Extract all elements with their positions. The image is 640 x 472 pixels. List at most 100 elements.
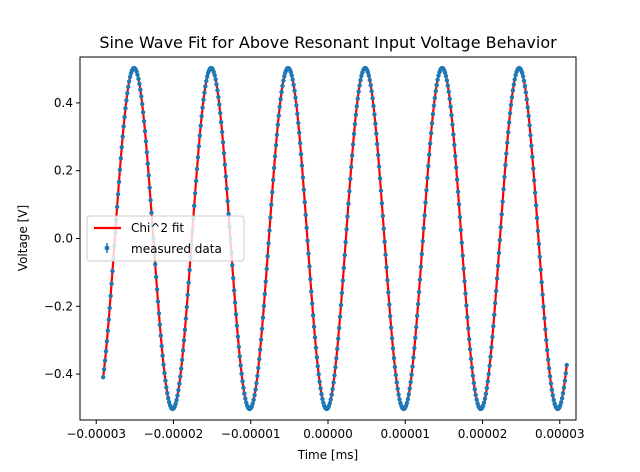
x-tick-label: −0.00003 bbox=[66, 427, 126, 441]
data-point bbox=[498, 224, 503, 230]
data-point bbox=[500, 199, 505, 204]
data-point bbox=[165, 390, 170, 396]
data-point bbox=[135, 72, 140, 77]
data-point bbox=[427, 152, 432, 157]
data-point bbox=[217, 102, 222, 107]
x-axis: −0.00003 −0.00002 −0.00001 0.00000 0.00001 0.… bbox=[66, 420, 585, 441]
data-point bbox=[174, 397, 179, 403]
data-point bbox=[350, 142, 356, 147]
data-point bbox=[561, 385, 567, 390]
data-point bbox=[259, 326, 265, 332]
data-point bbox=[220, 140, 226, 145]
data-point bbox=[224, 186, 229, 191]
data-point bbox=[218, 110, 223, 116]
data-point bbox=[264, 266, 269, 272]
data-point bbox=[178, 374, 183, 379]
data-point bbox=[523, 90, 529, 95]
data-point bbox=[125, 91, 130, 96]
data-point bbox=[153, 274, 159, 280]
data-point bbox=[265, 253, 270, 259]
data-point bbox=[252, 392, 257, 398]
data-point bbox=[492, 312, 497, 317]
data-point bbox=[275, 122, 281, 128]
data-point bbox=[533, 203, 539, 208]
data-point bbox=[490, 334, 495, 340]
x-tick-label: 0.00002 bbox=[458, 427, 508, 441]
y-tick-label: −0.4 bbox=[44, 367, 73, 381]
data-point bbox=[414, 313, 420, 318]
data-point bbox=[535, 228, 541, 234]
data-point bbox=[416, 289, 422, 295]
data-point bbox=[290, 77, 295, 82]
data-point bbox=[456, 202, 462, 207]
data-point bbox=[304, 225, 309, 230]
data-point bbox=[102, 358, 108, 363]
data-point bbox=[268, 215, 273, 220]
data-point bbox=[536, 241, 542, 247]
data-point bbox=[462, 278, 467, 284]
data-point bbox=[136, 76, 141, 82]
data-point bbox=[282, 73, 287, 79]
data-point bbox=[181, 338, 187, 343]
data-point bbox=[509, 95, 515, 100]
data-point bbox=[532, 178, 537, 183]
data-point bbox=[550, 393, 555, 398]
data-point bbox=[122, 114, 127, 120]
data-point bbox=[407, 386, 412, 391]
data-point bbox=[386, 290, 391, 295]
data-point bbox=[293, 95, 298, 100]
data-point bbox=[179, 366, 184, 371]
data-point bbox=[313, 345, 319, 350]
data-point bbox=[425, 175, 430, 181]
data-point bbox=[280, 83, 285, 89]
data-point bbox=[346, 201, 351, 206]
data-point bbox=[545, 357, 551, 362]
data-point bbox=[452, 142, 457, 148]
data-point bbox=[260, 315, 266, 320]
data-point bbox=[381, 226, 386, 232]
data-point bbox=[494, 276, 500, 281]
y-tick-label: −0.2 bbox=[44, 299, 73, 313]
data-point bbox=[298, 151, 304, 157]
data-point bbox=[138, 87, 143, 92]
data-point bbox=[270, 190, 275, 195]
data-point bbox=[241, 385, 246, 391]
data-point bbox=[336, 336, 341, 341]
data-point bbox=[115, 192, 121, 197]
data-point bbox=[491, 323, 496, 329]
data-point bbox=[529, 143, 534, 149]
data-point bbox=[470, 373, 476, 378]
data-point bbox=[549, 387, 555, 393]
data-point bbox=[242, 391, 247, 396]
data-point bbox=[294, 103, 299, 108]
data-point bbox=[379, 201, 385, 206]
data-point bbox=[329, 392, 334, 397]
data-point bbox=[295, 111, 300, 116]
data-point bbox=[186, 280, 191, 285]
data-point bbox=[353, 112, 359, 118]
data-point bbox=[428, 130, 434, 136]
data-point bbox=[127, 74, 133, 80]
data-point bbox=[377, 176, 383, 181]
y-tick-label: 0.4 bbox=[54, 96, 73, 110]
data-point bbox=[334, 356, 339, 361]
data-point bbox=[236, 344, 242, 350]
data-point bbox=[496, 250, 502, 256]
data-point bbox=[388, 325, 394, 330]
data-point bbox=[240, 378, 245, 384]
data-point bbox=[506, 130, 511, 135]
data-point bbox=[454, 177, 460, 182]
data-point bbox=[394, 380, 399, 385]
data-point bbox=[372, 112, 377, 117]
data-point bbox=[374, 131, 379, 136]
data-point bbox=[497, 237, 503, 243]
data-point bbox=[297, 140, 303, 146]
data-point bbox=[195, 155, 201, 160]
data-point bbox=[530, 154, 535, 160]
data-point bbox=[254, 380, 259, 386]
legend-box bbox=[86, 215, 245, 262]
data-point bbox=[528, 133, 533, 138]
data-point bbox=[119, 144, 124, 150]
data-point bbox=[312, 335, 318, 340]
data-point bbox=[419, 251, 425, 257]
